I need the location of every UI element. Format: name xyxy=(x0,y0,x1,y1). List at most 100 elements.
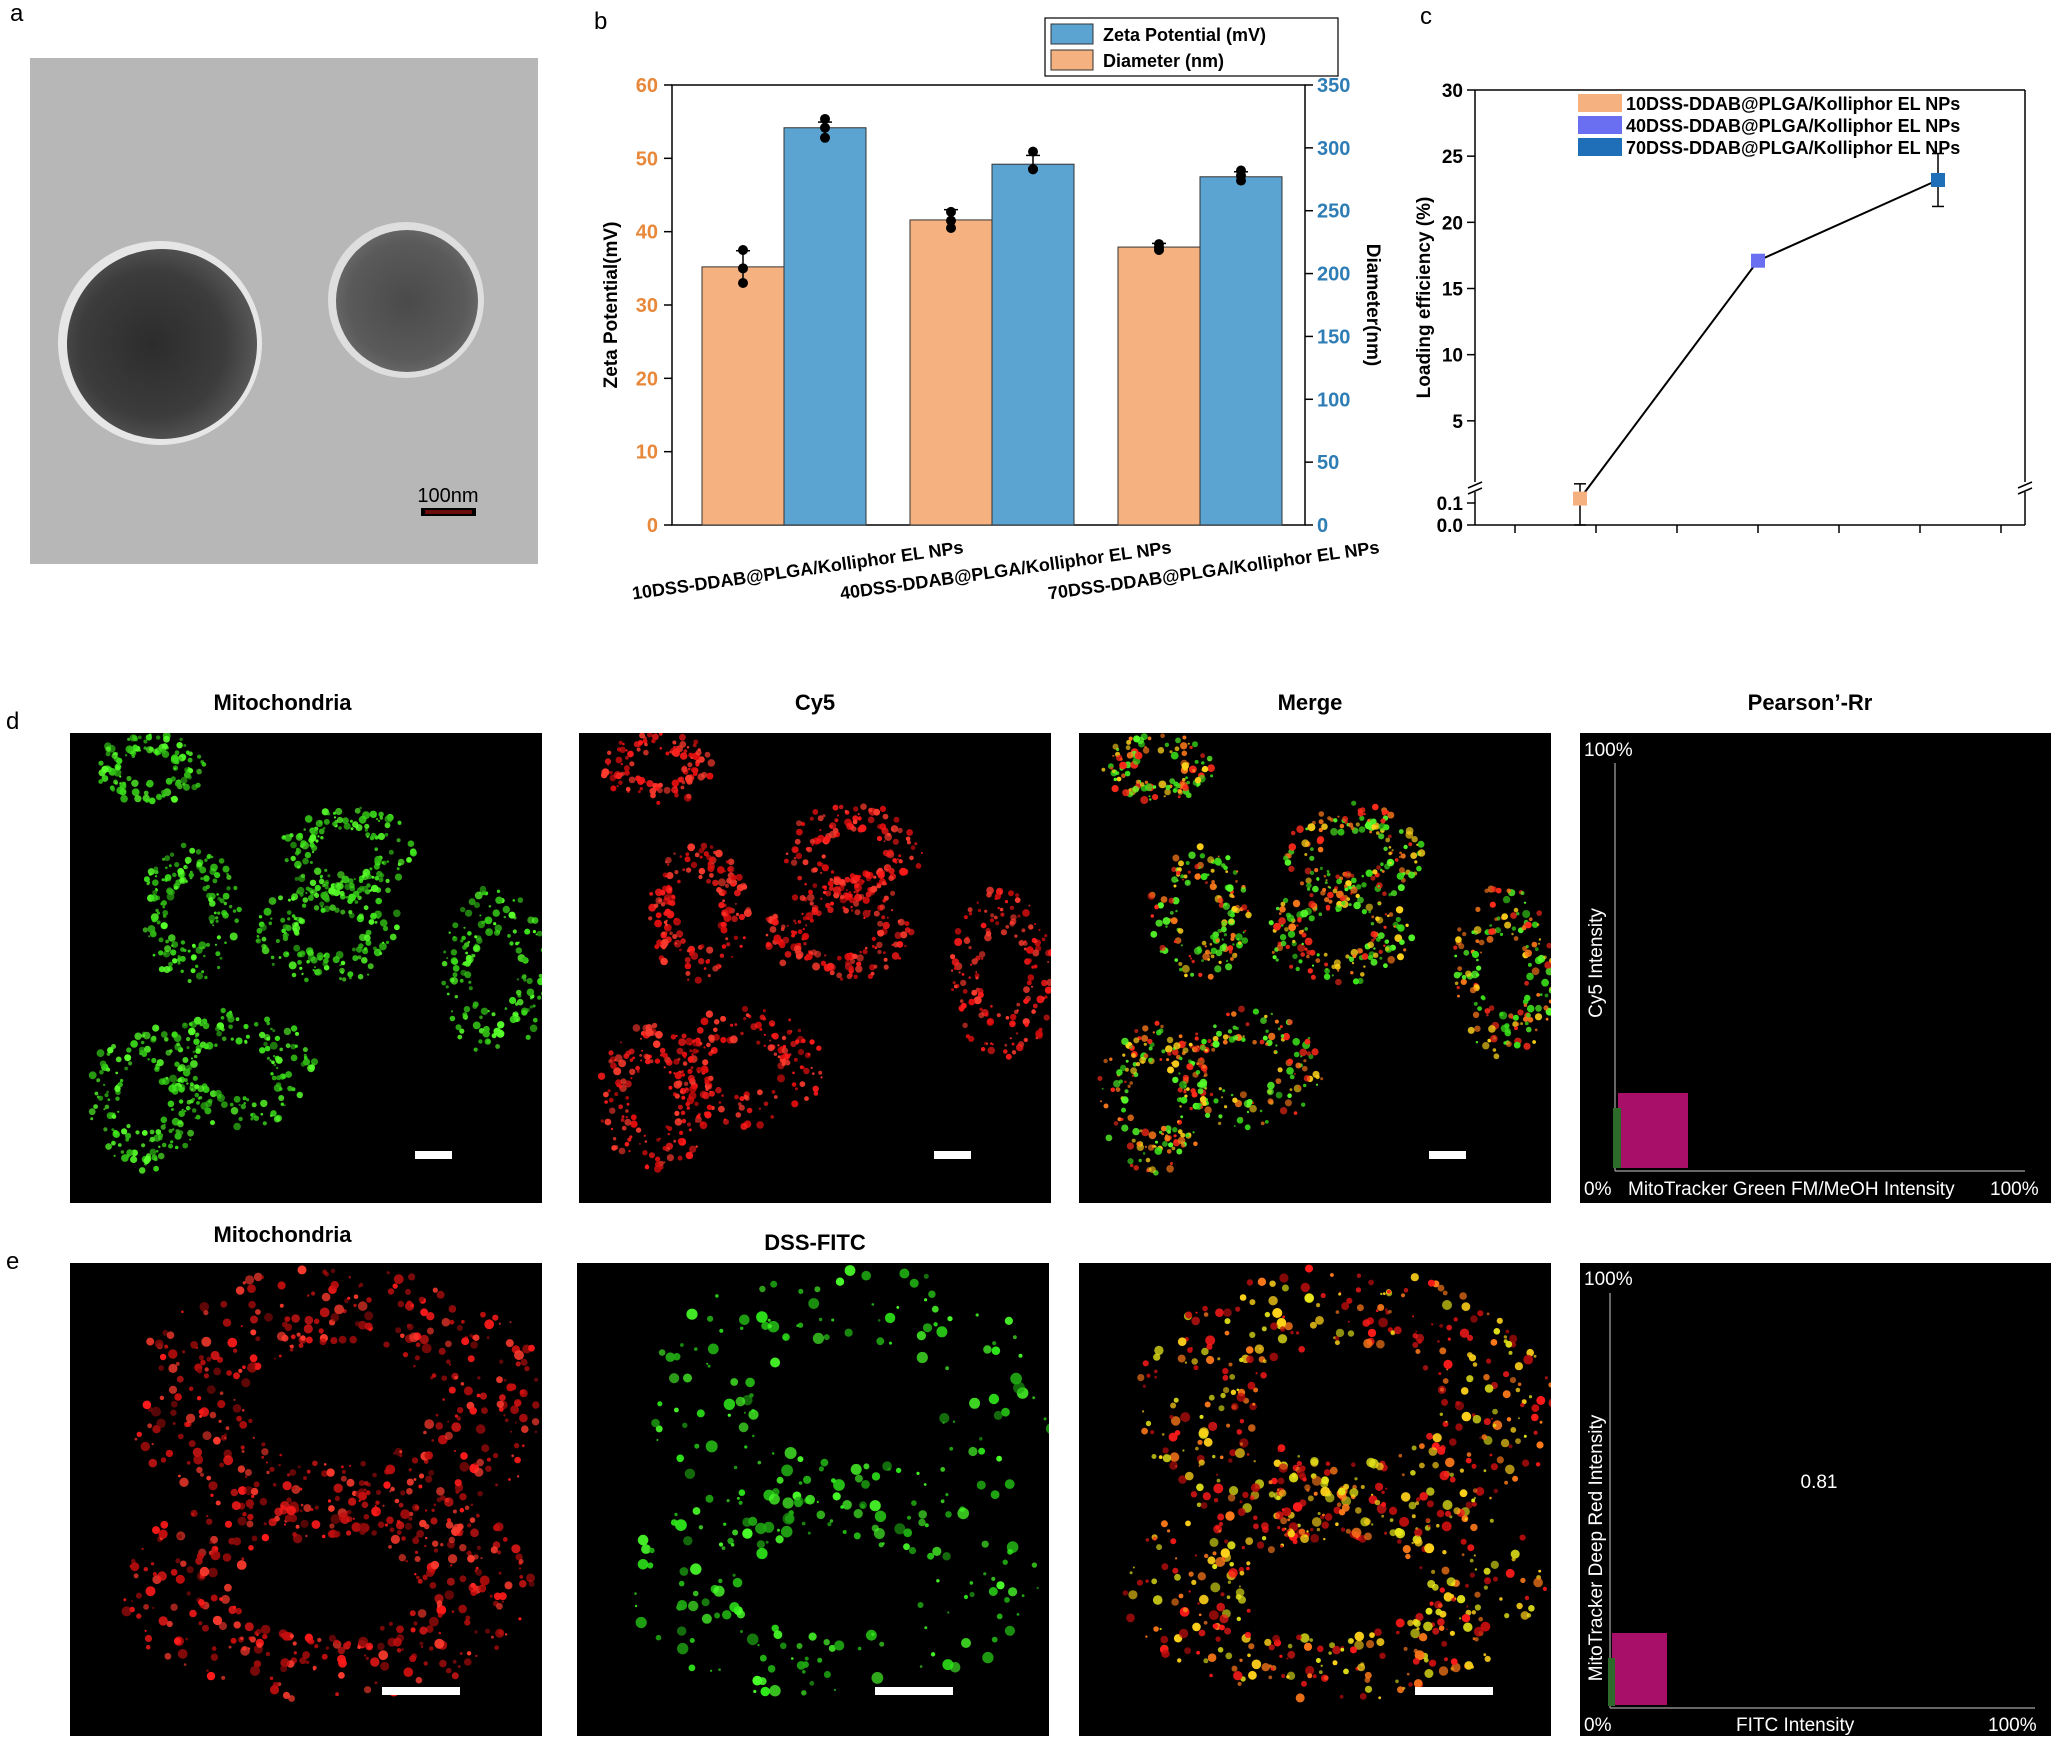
fluorescent-spot xyxy=(315,1506,319,1510)
fluorescent-spot xyxy=(718,1106,725,1113)
fluorescent-spot xyxy=(1044,1417,1047,1420)
fluorescent-spot xyxy=(468,981,471,984)
fluorescent-spot xyxy=(1233,1035,1238,1040)
fluorescent-spot xyxy=(1290,1331,1294,1335)
fluorescent-spot xyxy=(294,922,298,926)
fluorescent-spot xyxy=(149,798,156,805)
fluorescent-spot xyxy=(954,985,958,989)
fluorescent-spot xyxy=(1419,1633,1427,1641)
fluorescent-spot xyxy=(1172,1049,1179,1056)
fluorescent-spot xyxy=(1184,875,1188,879)
fluorescent-spot xyxy=(794,1497,804,1507)
fluorescent-spot xyxy=(1415,1330,1417,1332)
fluorescent-spot xyxy=(1136,1142,1141,1147)
fluorescent-spot xyxy=(355,1321,360,1326)
fluorescent-spot xyxy=(323,827,326,830)
fluorescent-spot xyxy=(226,1370,232,1376)
fluorescent-spot xyxy=(644,743,648,747)
fluorescent-spot xyxy=(787,1030,792,1035)
fluorescent-spot xyxy=(227,1016,234,1023)
fluorescent-spot xyxy=(1262,1326,1267,1331)
fluorescent-spot xyxy=(860,1504,865,1509)
fluorescent-spot xyxy=(419,1642,423,1646)
fluorescent-spot xyxy=(1378,903,1380,905)
fluorescent-spot xyxy=(164,1345,168,1349)
fluorescent-spot xyxy=(1383,847,1387,851)
fluorescent-spot xyxy=(1297,1455,1300,1458)
fluorescent-spot xyxy=(378,1521,385,1528)
fluorescent-spot xyxy=(626,749,628,751)
fluorescent-spot xyxy=(677,1600,687,1610)
fluorescent-spot xyxy=(273,1682,279,1688)
fluorescent-spot xyxy=(306,887,310,891)
fluorescent-spot xyxy=(685,852,689,856)
fluorescent-spot xyxy=(629,777,636,784)
fluorescent-spot xyxy=(1005,1626,1015,1636)
fluorescent-spot xyxy=(459,1544,466,1551)
fluorescent-spot xyxy=(185,1638,188,1641)
fluorescent-spot xyxy=(910,1279,919,1288)
fluorescent-spot xyxy=(246,1501,249,1504)
fluorescent-spot xyxy=(477,1376,480,1379)
fluorescent-spot xyxy=(1405,1554,1410,1559)
fluorescent-spot xyxy=(1170,911,1174,915)
fluorescent-spot xyxy=(197,755,201,759)
fluorescent-spot xyxy=(1151,914,1154,917)
fluorescent-spot xyxy=(1305,938,1313,946)
fluorescent-spot xyxy=(771,1023,774,1026)
fluorescent-spot xyxy=(1396,917,1401,922)
fluorescent-spot xyxy=(1130,1067,1137,1074)
fluorescent-spot xyxy=(932,1547,941,1556)
fluorescent-spot xyxy=(305,1316,314,1325)
fluorescent-spot xyxy=(854,1532,861,1539)
fluorescent-spot xyxy=(798,1029,802,1033)
fluorescent-spot xyxy=(759,1286,765,1292)
fluorescent-spot xyxy=(1147,1039,1152,1044)
fluorescent-spot xyxy=(817,1658,822,1663)
fluorescent-spot xyxy=(213,1616,222,1625)
fluorescent-spot xyxy=(112,1130,119,1137)
fluorescent-spot xyxy=(468,1355,475,1362)
fluorescent-spot xyxy=(1518,1417,1520,1419)
fluorescent-spot xyxy=(1146,1374,1150,1378)
fluorescent-spot xyxy=(1186,1087,1190,1091)
fluorescent-spot xyxy=(1294,1085,1302,1093)
fluorescent-spot xyxy=(1195,1447,1199,1451)
fluorescent-spot xyxy=(267,1057,270,1060)
fluorescent-spot xyxy=(1219,961,1222,964)
fluorescent-spot xyxy=(899,868,907,876)
fluorescent-spot xyxy=(480,1393,487,1400)
fluorescent-spot xyxy=(1383,945,1385,947)
fluorescent-spot xyxy=(851,1464,862,1475)
fluorescent-spot xyxy=(1490,1035,1498,1043)
fluorescent-spot xyxy=(211,1351,220,1360)
fluorescent-spot xyxy=(963,989,968,994)
fluorescent-spot xyxy=(1308,968,1313,973)
fluorescent-spot xyxy=(238,1117,242,1121)
d-scatter-ymax: 100% xyxy=(1584,740,1633,761)
fluorescent-spot xyxy=(439,1660,447,1668)
fluorescent-spot xyxy=(352,955,358,961)
fluorescent-spot xyxy=(206,855,210,859)
fluorescent-spot xyxy=(373,1512,378,1517)
fluorescent-spot xyxy=(519,1414,528,1423)
fluorescent-spot xyxy=(798,943,801,946)
fluorescent-spot xyxy=(460,939,463,942)
fluorescent-spot xyxy=(689,1128,692,1131)
fluorescent-spot xyxy=(1140,796,1148,804)
fluorescent-spot xyxy=(314,966,316,968)
fluorescent-spot xyxy=(687,979,689,981)
fluorescent-spot xyxy=(278,1281,286,1289)
fluorescent-spot xyxy=(464,1386,473,1395)
fluorescent-spot xyxy=(149,733,152,736)
fluorescent-spot xyxy=(653,1040,661,1048)
fluorescent-spot xyxy=(1217,1357,1220,1360)
fluorescent-spot xyxy=(1302,1066,1308,1072)
fluorescent-spot xyxy=(1180,1412,1190,1422)
fluorescent-spot xyxy=(189,1139,191,1141)
fluorescent-spot xyxy=(197,1396,201,1400)
fluorescent-spot xyxy=(385,888,391,894)
fluorescent-spot xyxy=(469,1407,477,1415)
fluorescent-spot xyxy=(979,1437,983,1441)
fluorescent-spot xyxy=(689,1146,696,1153)
